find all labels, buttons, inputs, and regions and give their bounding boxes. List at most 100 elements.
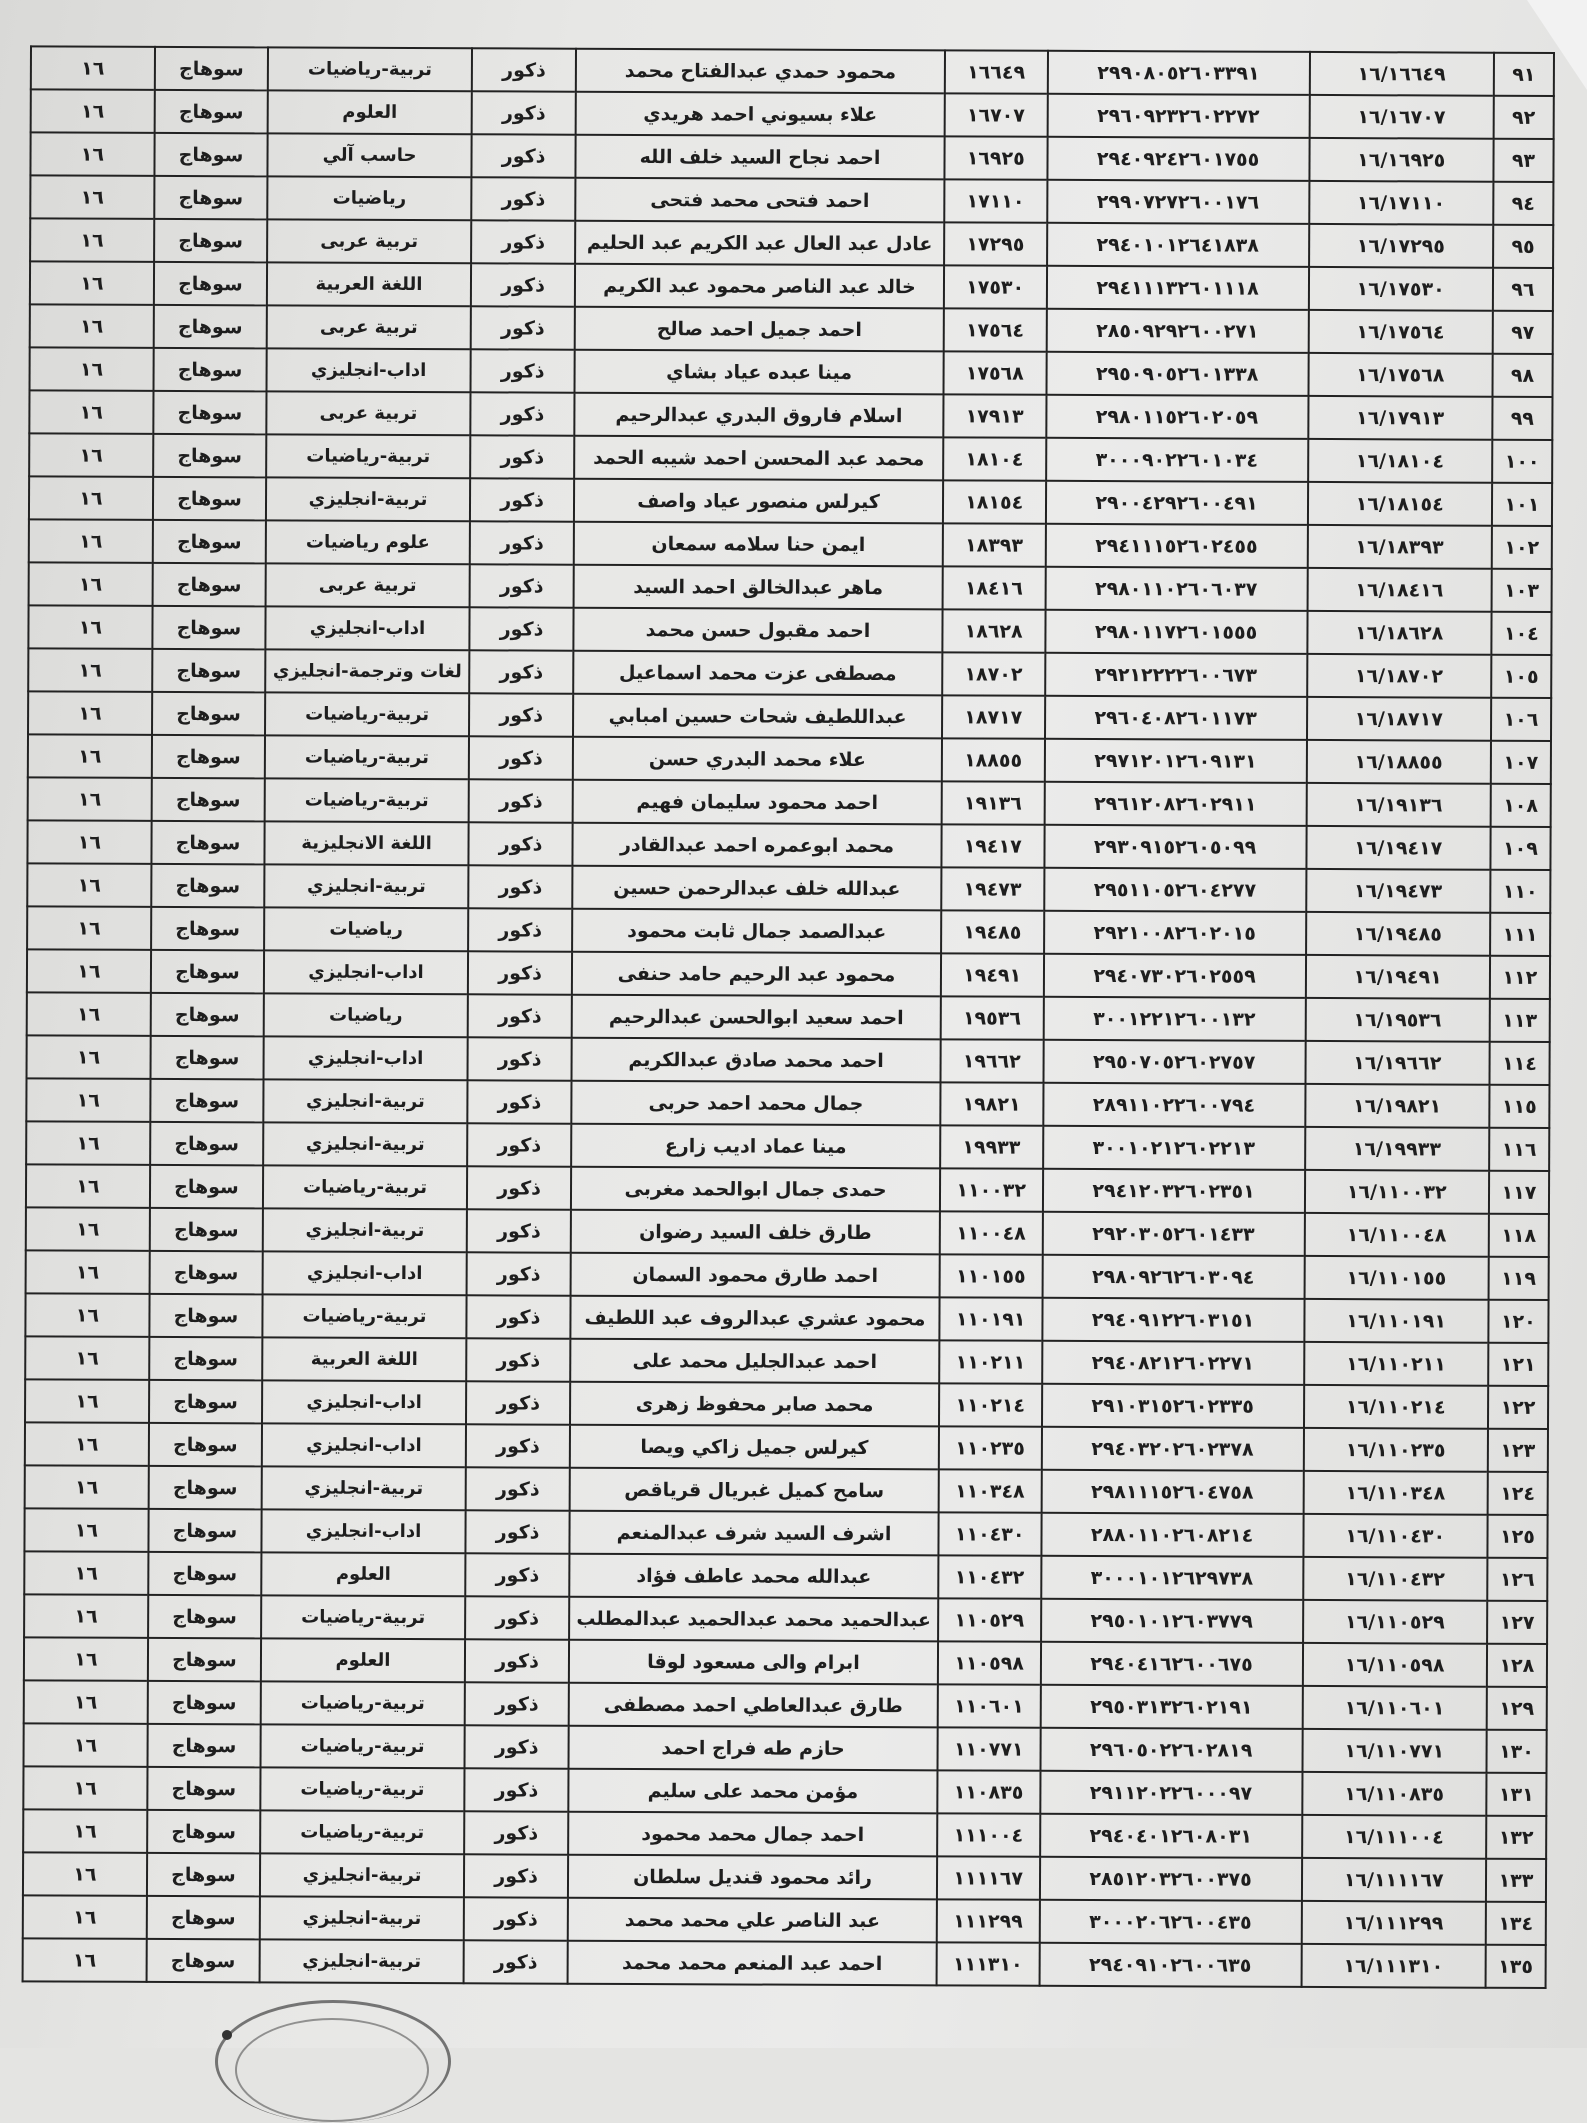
name-cell: عادل عبد العال عبد الكريم عبد الحليم [575, 220, 945, 266]
specialization-cell: تربية-رياضيات [260, 1810, 465, 1855]
governorate-cell: سوهاج [153, 261, 268, 306]
table-row: ١٠٨ ١٦/١٩١٣٦ ٢٩٦١٢٠٨٢٦٠٢٩١١ ١٩١٣٦ احمد محمود… [27, 777, 1551, 827]
governorate-cell: سوهاج [148, 1508, 262, 1553]
code-16-cell: ١٦ [23, 1809, 148, 1853]
table-row: ٩١ ١٦/١٦٦٤٩ ٢٩٩٠٨٠٥٢٦٠٣٣٩١ ١٦٦٤٩ محمود حمدي … [30, 46, 1554, 96]
governorate-cell: سوهاج [153, 304, 267, 349]
name-cell: عبدالله محمد عاطف فؤاد [569, 1553, 939, 1599]
governorate-cell: سوهاج [153, 218, 268, 263]
governorate-cell: سوهاج [153, 390, 267, 435]
table-row: ١٠٥ ١٦/١٨٧٠٢ ٢٩٢١٢٢٢٢٦٠٠٦٧٣ ١٨٧٠٢ مصطفى عزت … [28, 648, 1552, 698]
registration-number-cell: ١٧٥٦٨ [943, 351, 1047, 395]
national-id-cell: ٢٩٤٠٩١٢٢٦٠٣١٥١ [1041, 1297, 1305, 1342]
table-row: ١٠٩ ١٦/١٩٤١٧ ٢٩٣٠٩١٥٢٦٠٥٠٩٩ ١٩٤١٧ محمد ابوعم… [27, 820, 1551, 870]
registration-number-cell: ١٦٩٢٥ [944, 136, 1048, 180]
gender-cell: ذكور [468, 736, 574, 780]
gender-cell: ذكور [466, 1295, 571, 1339]
specialization-cell: تربية-رياضيات [260, 1681, 465, 1726]
serial-number-cell: ١٠٣ [1491, 568, 1552, 612]
national-id-cell: ٢٩٤١١١٣٢٦٠١١١٨ [1046, 265, 1309, 310]
registration-number-cell: ١١٠٥٢٩ [937, 1598, 1041, 1642]
national-id-cell: ٢٨٥١٢٠٣٢٦٠٠٣٧٥ [1039, 1856, 1302, 1901]
code-cell: ١٦/١٨٦٢٨ [1306, 610, 1492, 655]
code-cell: ١٦/١١٠٥٩٨ [1302, 1642, 1487, 1687]
code-cell: ١٦/١١١١٦٧ [1301, 1857, 1486, 1902]
serial-number-cell: ٩٤ [1493, 181, 1554, 225]
name-cell: ماهر عبدالخالق احمد السيد [573, 564, 943, 610]
registration-number-cell: ١١١٣١٠ [936, 1942, 1040, 1986]
serial-number-cell: ١٣٢ [1485, 1815, 1547, 1859]
national-id-cell: ٢٨٩١١٠٢٢٦٠٠٧٩٤ [1042, 1082, 1306, 1127]
registration-number-cell: ١١٠٤٣٢ [938, 1555, 1042, 1599]
code-16-cell: ١٦ [30, 46, 155, 90]
national-id-cell: ٢٩٣٠٩١٥٢٦٠٥٠٩٩ [1044, 824, 1307, 869]
serial-number-cell: ١٠٢ [1491, 525, 1552, 569]
code-16-cell: ١٦ [28, 562, 153, 606]
serial-number-cell: ١٢٤ [1487, 1471, 1548, 1515]
serial-number-cell: ١١٢ [1489, 955, 1551, 999]
specialization-cell: حاسب آلي [267, 133, 472, 178]
table-row: ١١٤ ١٦/١٩٦٦٢ ٢٩٥٠٧٠٥٢٦٠٢٧٥٧ ١٩٦٦٢ احمد محمد … [26, 1035, 1550, 1085]
code-cell: ١٦/١٩٥٣٦ [1305, 997, 1490, 1042]
code-cell: ١٦/١٧٥٦٨ [1308, 352, 1493, 397]
governorate-cell: سوهاج [154, 46, 269, 91]
governorate-cell: سوهاج [151, 863, 265, 908]
governorate-cell: سوهاج [154, 175, 268, 220]
gender-cell: ذكور [469, 564, 575, 608]
national-id-cell: ٢٩٦٠٥٠٢٢٦٠٢٨١٩ [1040, 1727, 1303, 1772]
specialization-cell: اداب-انجليزي [266, 348, 471, 393]
name-cell: علاء بسيوني احمد هريدي [575, 91, 945, 137]
registration-number-cell: ١٨٧٠٢ [941, 652, 1045, 696]
specialization-cell: تربية-رياضيات [264, 778, 469, 823]
registration-number-cell: ١١٠١٩١ [939, 1297, 1043, 1341]
governorate-cell: سوهاج [152, 433, 267, 478]
national-id-cell: ٣٠٠٠١٠١٢٦٢٩٧٣٨ [1040, 1555, 1303, 1600]
name-cell: رائد محمود قنديل سلطان [568, 1854, 937, 1900]
governorate-cell: سوهاج [151, 820, 265, 865]
serial-number-cell: ١١١ [1489, 912, 1551, 956]
table-row: ١٢٤ ١٦/١١٠٣٤٨ ٢٩٨١١١٥٢٦٠٤٧٥٨ ١١٠٣٤٨ سامح كمي… [24, 1465, 1548, 1515]
national-id-cell: ٢٩٤١١١٥٢٦٠٢٤٥٥ [1045, 523, 1308, 568]
governorate-cell: سوهاج [149, 1336, 263, 1381]
registration-number-cell: ١١٠٦٠١ [937, 1684, 1041, 1728]
registration-number-cell: ١٧٢٩٥ [943, 222, 1047, 266]
code-16-cell: ١٦ [26, 1035, 151, 1079]
paper-background [0, 0, 1587, 2048]
name-cell: احمد نجاح السيد خلف الله [575, 134, 945, 180]
gender-cell: ذكور [465, 1596, 570, 1640]
name-cell: حمدى جمال ابوالحمد مغربى [571, 1166, 940, 1212]
registration-number-cell: ١٧١١٠ [944, 179, 1048, 223]
code-cell: ١٦/١١٠٠٣٢ [1304, 1169, 1489, 1214]
registration-number-cell: ١١١٢٩٩ [936, 1899, 1040, 1943]
name-cell: محمد ابوعمره احمد عبدالقادر [572, 822, 942, 868]
code-16-cell: ١٦ [28, 476, 153, 520]
serial-number-cell: ١٠٨ [1490, 783, 1551, 827]
specialization-cell: تربية-انجليزي [262, 1208, 467, 1253]
national-id-cell: ٣٠٠٠٢٠٦٢٦٠٠٤٣٥ [1039, 1899, 1302, 1944]
serial-number-cell: ١٢٩ [1486, 1686, 1547, 1730]
gender-cell: ذكور [470, 306, 576, 350]
name-cell: احمد محمود سليمان فهيم [572, 779, 942, 825]
governorate-cell: سوهاج [150, 1035, 264, 1080]
specialization-cell: تربية عربى [265, 563, 470, 608]
governorate-cell: سوهاج [150, 906, 265, 951]
name-cell: محمود عبد الرحيم حامد حنفى [572, 951, 941, 997]
national-id-cell: ٢٩٢٠٣٠٥٢٦٠١٤٣٣ [1042, 1211, 1305, 1256]
specialization-cell: تربية-انجليزي [263, 1079, 468, 1124]
gender-cell: ذكور [465, 1381, 571, 1425]
specialization-cell: لغات وترجمة-انجليزي [265, 649, 470, 694]
national-id-cell: ٢٩٤٠٣٢٠٢٦٠٢٣٧٨ [1041, 1426, 1304, 1471]
national-id-cell: ٢٩٤١٢٠٣٢٦٠٢٣٥١ [1042, 1168, 1305, 1213]
code-16-cell: ١٦ [24, 1465, 149, 1509]
code-cell: ١٦/١٦٧٠٧ [1309, 94, 1494, 139]
serial-number-cell: ١٢١ [1488, 1342, 1549, 1386]
registration-number-cell: ١١٠٢١٤ [938, 1383, 1042, 1427]
folded-corner [1527, 0, 1587, 90]
governorate-cell: سوهاج [151, 691, 266, 736]
table-row: ١٣١ ١٦/١١٠٨٣٥ ٢٩١١٢٠٢٢٦٠٠٠٩٧ ١١٠٨٣٥ مؤمن محم… [23, 1766, 1547, 1816]
table-row: ١١١ ١٦/١٩٤٨٥ ٢٩٢١٠٠٨٢٦٠٢٠١٥ ١٩٤٨٥ عبدالصمد ج… [27, 906, 1551, 956]
code-cell: ١٦/١٨٤١٦ [1307, 567, 1492, 612]
code-cell: ١٦/١١٠١٩١ [1303, 1298, 1489, 1343]
registration-number-cell: ١٩٥٣٦ [940, 996, 1044, 1040]
table-row: ١٢٨ ١٦/١١٠٥٩٨ ٢٩٤٠٤١٦٢٦٠٠٦٧٥ ١١٠٥٩٨ ابرام وا… [23, 1637, 1548, 1687]
